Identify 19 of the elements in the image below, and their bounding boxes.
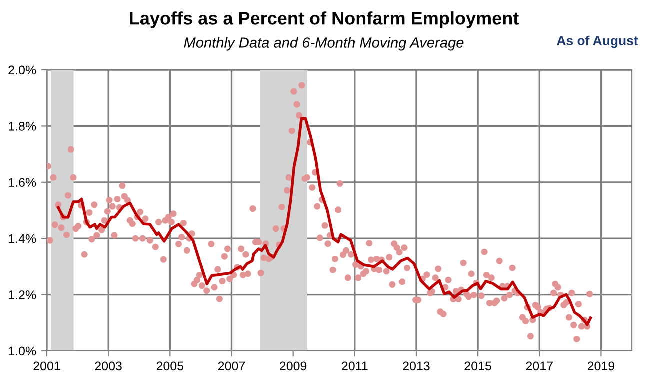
x-tick-label: 2009 bbox=[280, 362, 307, 371]
y-tick-label: 1.6% bbox=[9, 178, 36, 188]
x-tick-label: 2003 bbox=[95, 362, 122, 371]
y-tick-label: 2.0% bbox=[8, 66, 36, 75]
x-tick-label: 2001 bbox=[34, 362, 60, 371]
x-tick-label: 2013 bbox=[403, 362, 430, 371]
y-tick-label: 1.0% bbox=[9, 346, 36, 356]
y-tick-label: 1.2% bbox=[9, 290, 36, 300]
text: As of August bbox=[557, 36, 638, 48]
x-tick-label: 2017 bbox=[526, 362, 553, 371]
x-tick-label: 2005 bbox=[156, 362, 184, 371]
x-tick-label: 2015 bbox=[464, 362, 492, 371]
y-tick-label: 1.8% bbox=[9, 122, 36, 131]
x-tick-label: 2019 bbox=[588, 362, 615, 371]
chart-title: Layoffs as a Percent of Nonfarm Employment bbox=[130, 12, 519, 28]
x-tick-label: 2011 bbox=[342, 362, 368, 371]
x-tick-label: 2007 bbox=[218, 362, 246, 371]
y-tick-label: 1.4% bbox=[9, 234, 36, 244]
chart-subtitle: Monthly Data and 6-Month Moving Average bbox=[184, 37, 464, 51]
